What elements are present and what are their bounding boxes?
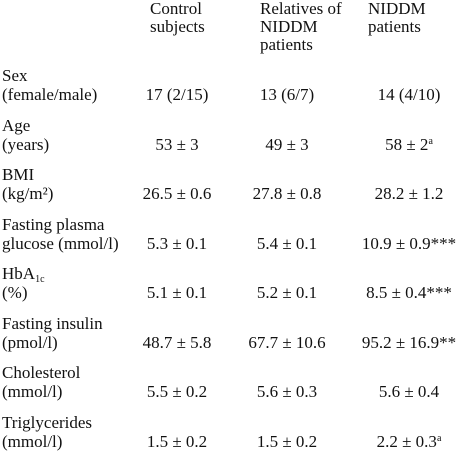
row-label: Triglycerides	[2, 412, 93, 432]
cell-value: 53 ± 3	[155, 134, 199, 154]
row-label: BMI	[2, 165, 35, 184]
row-label: (%)	[2, 283, 28, 302]
cell-value: 28.2 ± 1.2	[374, 184, 444, 203]
cell-value: 5.2 ± 0.1	[256, 283, 318, 302]
row-label: Age	[2, 115, 31, 135]
row-label: Cholesterol	[2, 363, 81, 382]
cell-value: 2.2 ± 0.3a	[344, 432, 474, 451]
cell-value: 26.5 ± 0.6	[142, 184, 212, 203]
cell-value: 17 (2/15)	[145, 85, 209, 104]
cell-value: 5.6 ± 0.4	[378, 382, 440, 401]
value-text: 2.2 ± 0.3	[376, 431, 437, 451]
row-label: HbA1c	[2, 264, 45, 285]
row-label: (pmol/l)	[2, 332, 58, 352]
cell-value: 14 (4/10)	[377, 85, 441, 104]
row-label: (kg/m²)	[2, 184, 54, 203]
cell-value: 5.5 ± 0.2	[146, 382, 208, 401]
cell-value: 48.7 ± 5.8	[142, 332, 212, 352]
cell-value: 58 ± 2a	[344, 135, 474, 154]
label-subscript: 1c	[35, 274, 45, 285]
cell-value: 5.4 ± 0.1	[256, 233, 318, 253]
cell-value: 67.7 ± 10.6	[248, 332, 326, 352]
row-label: Fasting plasma	[2, 214, 105, 234]
cell-value: 95.2 ± 16.9**	[361, 332, 457, 352]
cell-value: 13 (6/7)	[259, 85, 315, 104]
label-text: HbA	[2, 264, 36, 283]
row-label: Sex	[2, 66, 28, 85]
cell-value: 5.6 ± 0.3	[256, 382, 318, 401]
row-label: (years)	[2, 134, 50, 154]
cell-value: 5.3 ± 0.1	[146, 233, 208, 253]
row-label: (female/male)	[2, 85, 98, 104]
cell-value: 1.5 ± 0.2	[256, 431, 318, 451]
value-text: 58 ± 2	[385, 134, 429, 154]
cell-value: 10.9 ± 0.9***	[361, 233, 457, 253]
column-header: NIDDM patients	[368, 0, 426, 36]
cell-value: 27.8 ± 0.8	[252, 184, 322, 203]
row-label: (mmol/l)	[2, 382, 63, 401]
cell-value: 1.5 ± 0.2	[146, 431, 208, 451]
row-label: glucose (mmol/l)	[2, 233, 119, 253]
cell-value: 49 ± 3	[265, 134, 309, 154]
column-header: Control subjects	[150, 0, 205, 36]
value-mark: a	[428, 135, 433, 147]
row-label: (mmol/l)	[2, 431, 63, 451]
column-header: Relatives of NIDDM patients	[260, 0, 342, 54]
cell-value: 8.5 ± 0.4***	[366, 283, 452, 302]
row-label: Fasting insulin	[2, 313, 103, 333]
value-mark: a	[436, 432, 442, 444]
cell-value: 5.1 ± 0.1	[146, 283, 208, 302]
